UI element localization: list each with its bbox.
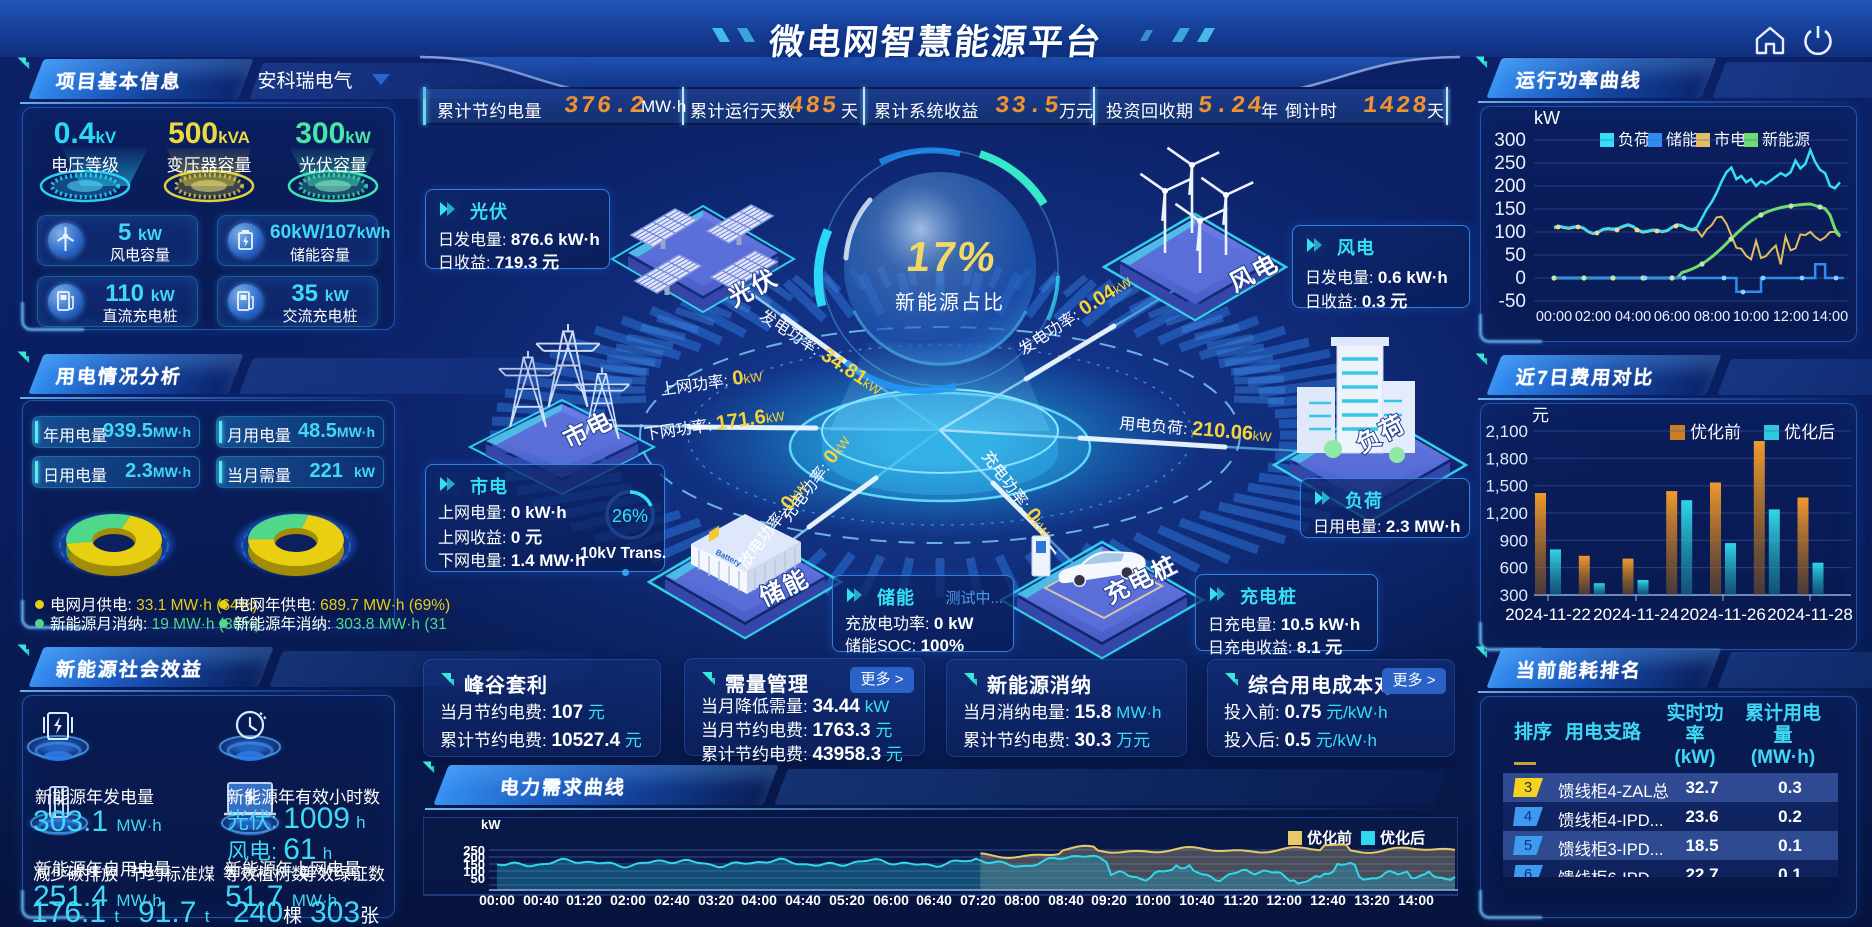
svg-text:300: 300 (1494, 130, 1526, 151)
svg-text:05:20: 05:20 (829, 892, 865, 908)
svg-text:优化后: 优化后 (1784, 423, 1835, 442)
svg-text:0: 0 (1515, 268, 1526, 289)
svg-text:04:40: 04:40 (785, 892, 821, 908)
svg-text:08:40: 08:40 (1048, 892, 1084, 908)
svg-text:200: 200 (1494, 176, 1526, 197)
svg-text:10:00: 10:00 (1135, 892, 1171, 908)
svg-text:优化前: 优化前 (1307, 829, 1352, 847)
svg-text:26%: 26% (612, 506, 648, 526)
svg-text:200: 200 (463, 850, 485, 865)
svg-text:04:00: 04:00 (741, 892, 777, 908)
svg-text:2024-11-28: 2024-11-28 (1767, 605, 1853, 624)
svg-text:50: 50 (471, 871, 485, 886)
svg-text:13:20: 13:20 (1354, 892, 1390, 908)
svg-text:14:00: 14:00 (1398, 892, 1434, 908)
svg-text:06:00: 06:00 (1654, 309, 1690, 325)
svg-text:07:20: 07:20 (960, 892, 996, 908)
svg-text:150: 150 (463, 857, 485, 872)
svg-text:01:20: 01:20 (566, 892, 602, 908)
svg-text:11:20: 11:20 (1223, 892, 1258, 908)
svg-text:优化前: 优化前 (1690, 423, 1741, 442)
svg-text:2,100: 2,100 (1485, 422, 1528, 441)
svg-text:06:40: 06:40 (916, 892, 952, 908)
svg-text:kW: kW (481, 817, 501, 832)
svg-text:00:40: 00:40 (523, 892, 559, 908)
svg-text:150: 150 (1494, 199, 1526, 220)
svg-text:12:00: 12:00 (1266, 892, 1302, 908)
svg-text:元: 元 (1532, 406, 1549, 425)
svg-text:250: 250 (463, 843, 485, 858)
svg-text:03:20: 03:20 (698, 892, 734, 908)
svg-text:02:00: 02:00 (610, 892, 646, 908)
svg-text:250: 250 (1494, 153, 1526, 174)
svg-text:50: 50 (1505, 245, 1526, 266)
svg-text:06:00: 06:00 (873, 892, 909, 908)
svg-text:00:00: 00:00 (479, 892, 515, 908)
svg-text:新能源占比: 新能源占比 (895, 291, 1005, 314)
svg-text:2024-11-24: 2024-11-24 (1593, 605, 1679, 624)
svg-text:-50: -50 (1499, 291, 1526, 312)
svg-text:17%: 17% (904, 233, 1001, 280)
svg-text:优化后: 优化后 (1380, 829, 1425, 847)
svg-text:02:40: 02:40 (654, 892, 690, 908)
svg-text:600: 600 (1500, 559, 1528, 578)
svg-text:12:40: 12:40 (1310, 892, 1346, 908)
svg-text:08:00: 08:00 (1694, 309, 1730, 325)
svg-text:1,200: 1,200 (1485, 504, 1528, 523)
svg-text:14:00: 14:00 (1812, 309, 1848, 325)
svg-text:12:00: 12:00 (1773, 309, 1809, 325)
svg-text:1,800: 1,800 (1485, 449, 1528, 468)
svg-text:04:00: 04:00 (1615, 309, 1651, 325)
svg-text:900: 900 (1500, 531, 1528, 550)
svg-text:2024-11-22: 2024-11-22 (1505, 605, 1591, 624)
svg-text:kW: kW (1534, 108, 1560, 128)
svg-text:300: 300 (1500, 586, 1528, 605)
svg-text:1,500: 1,500 (1485, 477, 1528, 496)
svg-text:08:00: 08:00 (1004, 892, 1040, 908)
svg-text:09:20: 09:20 (1091, 892, 1127, 908)
svg-text:10:40: 10:40 (1179, 892, 1215, 908)
svg-text:02:00: 02:00 (1575, 309, 1611, 325)
svg-text:100: 100 (1494, 222, 1526, 243)
svg-text:00:00: 00:00 (1536, 309, 1572, 325)
svg-text:10:00: 10:00 (1733, 309, 1769, 325)
svg-text:2024-11-26: 2024-11-26 (1680, 605, 1766, 624)
svg-text:100: 100 (463, 864, 485, 879)
